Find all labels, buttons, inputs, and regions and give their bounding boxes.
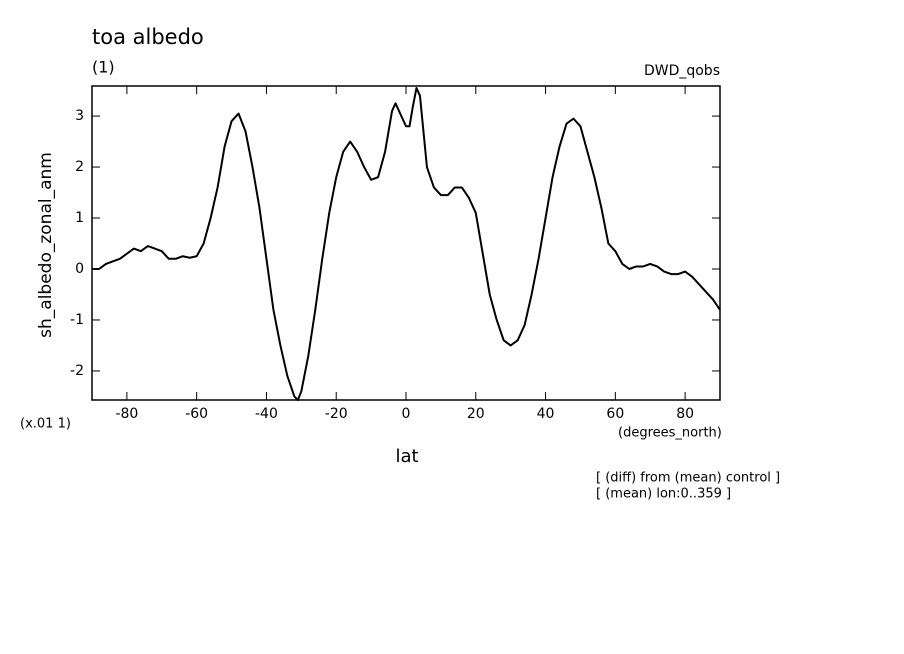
y-tick-label: 3 [75,108,84,124]
x-tick-label: 20 [467,406,485,422]
dataset-label: DWD_qobs [644,63,720,79]
data-line [92,87,721,401]
annotation: [ (mean) lon:0..359 ] [596,487,731,502]
chart-title: toa albedo [92,25,204,49]
y-scale-note: (x.01 1) [20,417,71,432]
y-tick-label: 2 [75,159,84,175]
x-tick-label: -40 [255,406,278,422]
chart-subtitle: (1) [92,58,115,77]
y-tick-label: 0 [75,261,84,277]
annotation: [ (diff) from (mean) control ] [596,471,780,486]
x-tick-label: 60 [606,406,624,422]
x-axis-label: lat [395,446,418,467]
x-tick-label: -20 [325,406,348,422]
x-tick-label: -60 [185,406,208,422]
y-tick-label: -2 [70,363,84,379]
x-tick-label: 40 [537,406,555,422]
y-axis-label: sh_albedo_zonal_anm [36,152,56,338]
x-tick-label: -80 [115,406,138,422]
x-tick-label: 0 [402,406,411,422]
x-tick-label: 80 [676,406,694,422]
y-tick-label: 1 [75,210,84,226]
plot-frame [91,85,721,401]
x-unit-label: (degrees_north) [618,426,722,441]
y-tick-label: -1 [70,312,84,328]
